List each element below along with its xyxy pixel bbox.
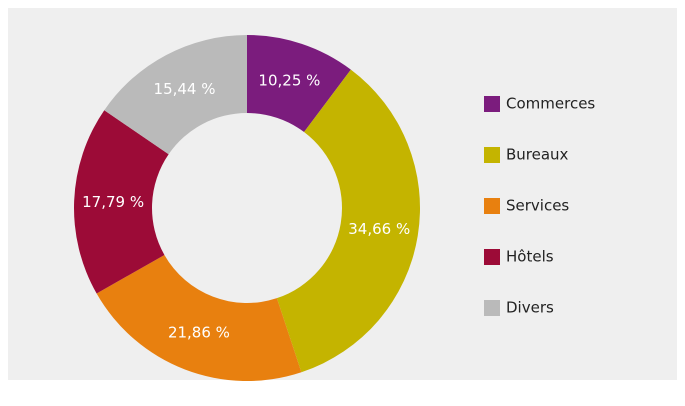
value-label: 21,86 % xyxy=(168,324,230,342)
donut-slice xyxy=(104,35,248,155)
value-label: 15,44 % xyxy=(154,80,216,98)
legend-label: Commerces xyxy=(506,95,595,113)
legend-label: Hôtels xyxy=(506,248,554,266)
legend-label: Divers xyxy=(506,299,554,317)
legend-label: Bureaux xyxy=(506,146,569,164)
donut-slice xyxy=(96,254,302,381)
legend-swatch xyxy=(484,249,500,265)
legend-swatch xyxy=(484,300,500,316)
legend-swatch xyxy=(484,147,500,163)
value-label: 34,66 % xyxy=(348,220,410,238)
value-label: 17,79 % xyxy=(82,193,144,211)
legend-swatch xyxy=(484,96,500,112)
donut-slice xyxy=(73,110,169,294)
legend-label: Services xyxy=(506,197,569,215)
donut-slice xyxy=(247,35,351,133)
legend-swatch xyxy=(484,198,500,214)
donut-slice xyxy=(276,69,420,373)
value-label: 10,25 % xyxy=(258,71,320,89)
